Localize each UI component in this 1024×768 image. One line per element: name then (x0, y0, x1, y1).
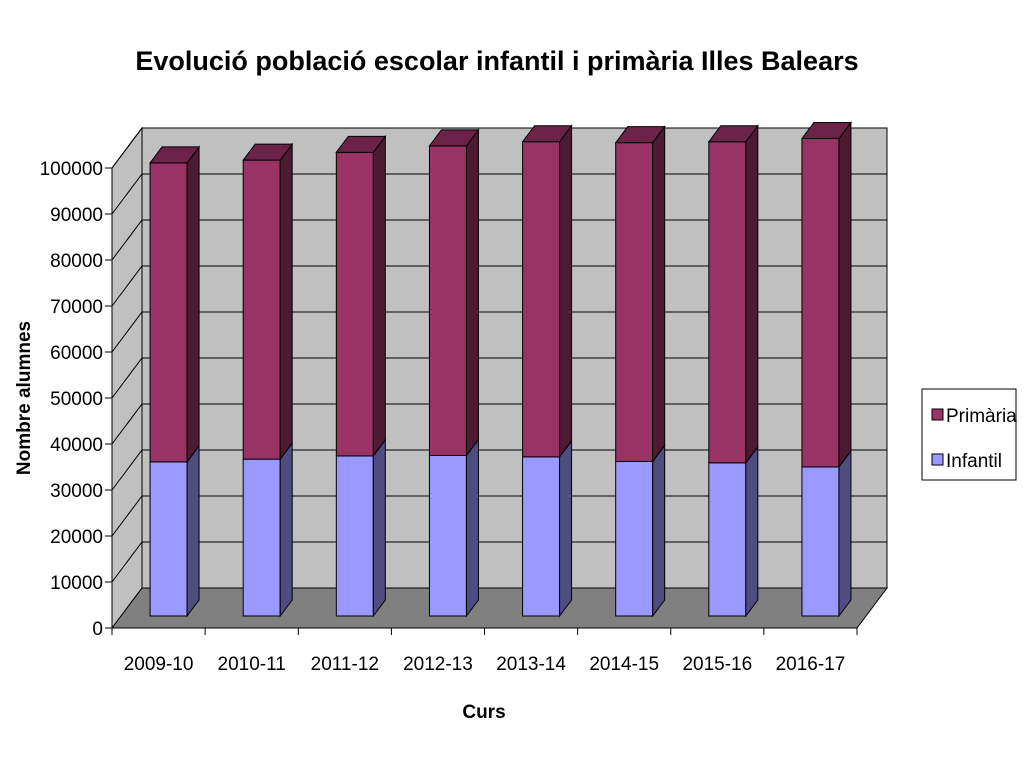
legend-swatch (931, 453, 944, 466)
bar-side (186, 145, 200, 464)
legend-swatch (931, 408, 944, 421)
chart-title: Evolució població escolar infantil i pri… (135, 46, 858, 76)
bar-primria-2009-10 (149, 145, 201, 464)
bar-primria-2016-17 (800, 121, 852, 469)
bar-infantil-2015-16 (708, 445, 759, 618)
bar-front (242, 159, 281, 460)
bar-infantil-2014-15 (615, 443, 666, 618)
bar-infantil-2009-10 (149, 444, 200, 618)
bar-infantil-2010-11 (242, 441, 293, 618)
bar-top (335, 135, 387, 153)
x-tick-label: 2014-15 (589, 654, 659, 675)
legend: Primària Infantil (921, 388, 1017, 481)
bar-side (372, 438, 386, 618)
bar-primria-2011-12 (335, 134, 387, 458)
bar-primria-2014-15 (614, 125, 666, 463)
plot-wall (111, 126, 888, 630)
bar-front (522, 141, 561, 458)
y-tick-label: 90000 (50, 205, 103, 226)
y-tick-label: 50000 (50, 389, 103, 410)
y-tick-label: 30000 (50, 481, 103, 502)
bar-side (838, 449, 852, 618)
bar-side (279, 142, 293, 461)
bar-side (652, 125, 666, 463)
y-tick-label: 0 (92, 619, 103, 640)
bar-side (279, 441, 293, 618)
bar-top (428, 129, 480, 147)
bar-infantil-2011-12 (335, 438, 386, 618)
y-tick-label: 60000 (50, 343, 103, 364)
bar-side (559, 439, 573, 618)
x-tick-label: 2015-16 (682, 654, 752, 675)
bar-front (428, 454, 467, 617)
y-tick-label: 40000 (50, 435, 103, 456)
x-axis-ticks: 2009-10 2010-11 2011-12 2012-13 2013-14 2014-… (111, 627, 858, 675)
y-axis-ticks: 0 10000 20000 30000 40000 50000 60000 70000 8000… (40, 159, 113, 640)
bar-side (838, 121, 852, 469)
x-tick-label: 2009-10 (124, 654, 194, 675)
bar-front (522, 456, 561, 617)
floor (111, 587, 888, 629)
x-tick-label: 2010-11 (218, 654, 286, 675)
bar-front (615, 142, 654, 462)
bar-top (521, 125, 573, 143)
legend-label: Primària (946, 406, 1017, 427)
x-tick-label: 2011-12 (311, 654, 379, 675)
bar-top (800, 122, 852, 140)
bar-top (242, 143, 294, 161)
bar-top (149, 146, 201, 164)
x-axis-title: Curs (462, 702, 505, 723)
bar-front (801, 466, 840, 617)
y-tick-label: 10000 (50, 573, 103, 594)
y-tick-label: 100000 (40, 159, 103, 180)
bar-side (372, 134, 386, 458)
bar-infantil-2013-14 (522, 439, 573, 618)
bar-infantil-2016-17 (801, 449, 852, 618)
bar-front (708, 141, 747, 464)
bar-front (335, 151, 374, 457)
bar-top (614, 126, 666, 144)
bar-primria-2010-11 (242, 142, 294, 461)
bar-side (465, 128, 479, 457)
bar-side (745, 445, 759, 618)
bar-side (186, 444, 200, 618)
x-tick-label: 2013-14 (496, 654, 566, 675)
bar-side (559, 124, 573, 459)
x-tick-label: 2016-17 (776, 654, 846, 675)
bar-side (745, 124, 759, 465)
bar-top (707, 125, 759, 143)
y-axis-title: Nombre alumnes (14, 321, 35, 475)
bar-front (149, 162, 188, 463)
bar-front (801, 138, 840, 468)
bar-side (465, 437, 479, 618)
bar-front (242, 458, 281, 617)
bar-front (149, 461, 188, 617)
x-tick-label: 2012-13 (403, 654, 473, 675)
bar-front (335, 455, 374, 617)
bar-front (708, 462, 747, 617)
bar-primria-2015-16 (707, 124, 759, 465)
bar-primria-2013-14 (521, 124, 573, 459)
bar-infantil-2012-13 (428, 437, 479, 618)
legend-label: Infantil (946, 451, 1002, 472)
bar-front (615, 460, 654, 617)
y-tick-label: 80000 (50, 251, 103, 272)
bar-front (428, 145, 467, 456)
y-tick-label: 70000 (50, 297, 103, 318)
bar-primria-2012-13 (428, 128, 480, 457)
y-tick-label: 20000 (50, 527, 103, 548)
bar-side (652, 443, 666, 618)
bars (149, 121, 852, 618)
